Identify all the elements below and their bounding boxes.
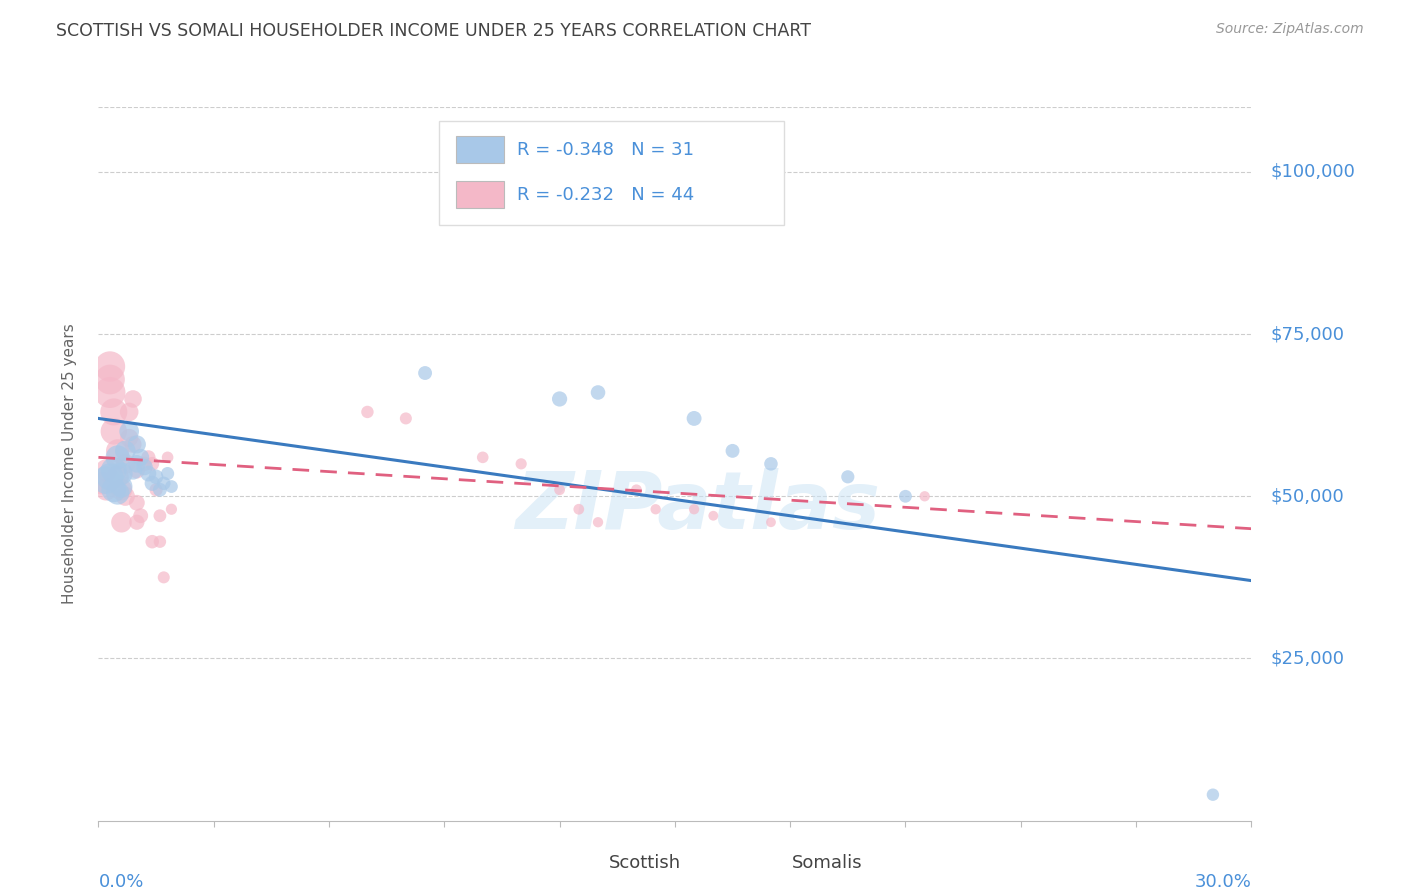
Text: $50,000: $50,000 [1271,487,1344,505]
Point [395,411,418,425]
Point [1202,788,1225,802]
Point [122,392,145,406]
Point [110,483,132,497]
Point [107,443,129,458]
Point [548,392,571,406]
Point [149,508,172,523]
Point [356,405,378,419]
Point [125,457,148,471]
Point [114,443,136,458]
Point [91,476,114,491]
Text: Somalis: Somalis [792,854,862,871]
Point [683,502,706,516]
Point [568,502,591,516]
Text: $100,000: $100,000 [1271,163,1355,181]
Point [98,470,121,484]
Point [721,443,744,458]
Point [759,515,782,529]
Point [141,534,163,549]
Point [98,385,121,400]
Point [644,502,666,516]
Point [98,359,121,374]
Point [141,457,163,471]
Point [110,479,132,493]
Point [145,483,167,497]
Text: Householder Income Under 25 years: Householder Income Under 25 years [62,324,77,604]
Point [134,460,156,475]
Point [586,385,609,400]
Text: Scottish: Scottish [609,854,681,871]
FancyBboxPatch shape [456,136,505,162]
Text: $25,000: $25,000 [1271,649,1344,667]
Point [107,450,129,465]
Point [759,457,782,471]
Point [152,476,174,491]
Point [160,479,183,493]
Point [683,411,706,425]
Text: SCOTTISH VS SOMALI HOUSEHOLDER INCOME UNDER 25 YEARS CORRELATION CHART: SCOTTISH VS SOMALI HOUSEHOLDER INCOME UN… [56,22,811,40]
Point [914,489,936,503]
Point [114,489,136,503]
Point [510,457,533,471]
FancyBboxPatch shape [439,121,785,225]
Point [125,463,148,477]
Point [149,483,172,497]
Point [548,483,571,497]
Point [107,470,129,484]
Point [122,437,145,451]
Point [103,425,125,439]
Text: $75,000: $75,000 [1271,325,1344,343]
Point [149,534,172,549]
Text: 30.0%: 30.0% [1195,872,1251,890]
Point [894,489,917,503]
Point [118,425,141,439]
Point [160,502,183,516]
Point [125,515,148,529]
Point [626,483,648,497]
Point [110,467,132,481]
Point [125,437,148,451]
Point [94,473,117,487]
Point [837,470,859,484]
Point [156,467,179,481]
Point [125,496,148,510]
Point [145,470,167,484]
Point [110,515,132,529]
Point [122,463,145,477]
Point [586,515,609,529]
Point [107,486,129,500]
Text: R = -0.232   N = 44: R = -0.232 N = 44 [517,186,695,203]
Point [94,463,117,477]
Point [94,483,117,497]
Text: ZIPatlas: ZIPatlas [516,467,880,546]
Point [118,431,141,445]
Point [103,463,125,477]
Point [413,366,436,380]
Text: Source: ZipAtlas.com: Source: ZipAtlas.com [1216,22,1364,37]
Point [103,483,125,497]
Point [114,457,136,471]
Point [471,450,494,465]
Point [138,450,160,465]
Text: 0.0%: 0.0% [98,872,143,890]
Point [129,450,152,465]
Point [134,457,156,471]
Point [98,372,121,386]
Point [138,467,160,481]
Point [118,405,141,419]
Point [129,508,152,523]
FancyBboxPatch shape [456,180,505,208]
Point [152,570,174,584]
Point [141,476,163,491]
Point [103,405,125,419]
Point [156,450,179,465]
Point [702,508,724,523]
Text: R = -0.348   N = 31: R = -0.348 N = 31 [517,141,695,159]
